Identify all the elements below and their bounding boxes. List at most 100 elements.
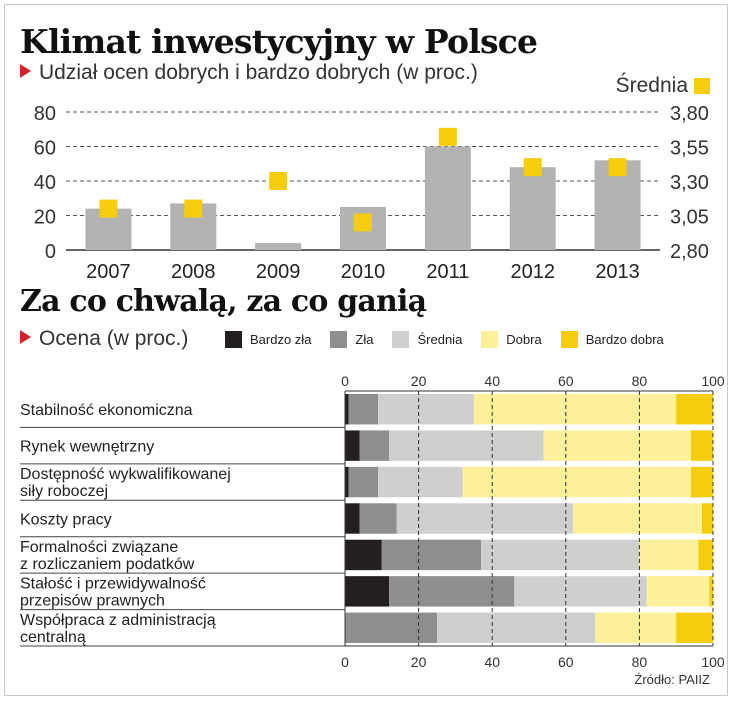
x-tick-label: 2010 bbox=[341, 261, 386, 283]
bar bbox=[255, 243, 302, 250]
x-tick-label: 2012 bbox=[510, 261, 555, 283]
source-note: Źródło: PAIIZ bbox=[634, 672, 710, 687]
page-title: Klimat inwestycyjny w Polsce bbox=[20, 22, 538, 61]
stacked-segment bbox=[462, 466, 691, 498]
row-label: przepisów prawnych bbox=[20, 592, 165, 609]
legend-label: Zła bbox=[355, 332, 374, 347]
mean-legend-swatch bbox=[694, 78, 710, 94]
legend-swatch bbox=[330, 331, 348, 348]
x-tick-label-bottom: 100 bbox=[701, 654, 725, 670]
x-tick-label-top: 100 bbox=[701, 373, 725, 389]
x-tick-label-top: 80 bbox=[632, 373, 648, 389]
stacked-segment bbox=[646, 576, 710, 607]
chart2-subtitle: Ocena (w proc.) bbox=[20, 326, 188, 352]
stacked-segment bbox=[690, 466, 713, 498]
stacked-segment bbox=[359, 503, 397, 534]
x-tick-label: 2013 bbox=[595, 261, 640, 283]
x-tick-label-top: 40 bbox=[484, 373, 500, 389]
mean-marker bbox=[438, 127, 457, 146]
legend-item-srednia: Średnia bbox=[392, 331, 462, 348]
stacked-segment bbox=[345, 576, 390, 607]
chart1-subtitle: Udział ocen dobrych i bardzo dobrych (w … bbox=[20, 60, 478, 86]
stacked-segment bbox=[345, 539, 382, 571]
y2-tick-label: 2,80 bbox=[670, 241, 709, 263]
stacked-segment bbox=[389, 430, 544, 461]
row-label: Dostępność wykwalifikowanej bbox=[20, 466, 231, 483]
stacked-segment bbox=[639, 539, 699, 571]
x-tick-label: 2009 bbox=[256, 261, 301, 283]
stacked-segment bbox=[378, 466, 463, 498]
legend-label: Bardzo zła bbox=[250, 332, 312, 347]
chart1-subtitle-text: Udział ocen dobrych i bardzo dobrych (w … bbox=[39, 61, 478, 84]
chart2-subtitle-text: Ocena (w proc.) bbox=[39, 327, 189, 350]
x-tick-label: 2011 bbox=[426, 261, 469, 283]
x-tick-label-bottom: 0 bbox=[341, 654, 349, 670]
stacked-segment bbox=[595, 612, 677, 643]
stacked-segment bbox=[437, 612, 596, 643]
stacked-segment bbox=[378, 394, 474, 425]
legend-label: Bardzo dobra bbox=[585, 332, 664, 347]
stacked-segment bbox=[676, 394, 713, 425]
mean-marker bbox=[269, 172, 288, 190]
row-label: Rynek wewnętrzny bbox=[20, 439, 154, 456]
triangle-marker-icon bbox=[20, 64, 31, 79]
y-tick-label: 40 bbox=[34, 172, 56, 194]
mean-marker bbox=[354, 213, 372, 232]
y2-tick-label: 3,30 bbox=[670, 172, 709, 194]
legend-label: Dobra bbox=[506, 332, 542, 347]
stacked-segment bbox=[698, 539, 713, 571]
y-tick-label: 80 bbox=[34, 103, 56, 125]
stacked-segment bbox=[676, 612, 713, 643]
y2-tick-label: 3,80 bbox=[670, 103, 709, 125]
stacked-segment bbox=[345, 430, 360, 461]
stacked-segment bbox=[348, 466, 379, 498]
legend-item-bardzo-zla: Bardzo zła bbox=[225, 331, 311, 348]
stacked-segment bbox=[514, 576, 647, 607]
row-label: Stabilność ekonomiczna bbox=[20, 402, 193, 419]
row-label: Koszty pracy bbox=[20, 512, 112, 529]
legend-swatch bbox=[392, 331, 410, 348]
stacked-segment bbox=[573, 503, 702, 534]
x-tick-label-top: 20 bbox=[411, 373, 427, 389]
bar bbox=[424, 146, 471, 250]
row-label: centralną bbox=[20, 629, 86, 646]
mean-marker bbox=[523, 158, 542, 177]
legend-item-dobra: Dobra bbox=[481, 331, 542, 348]
x-tick-label: 2008 bbox=[171, 261, 216, 283]
stacked-segment bbox=[543, 430, 691, 461]
row-label: Stałość i przewidywalność bbox=[20, 575, 206, 592]
y-tick-label: 0 bbox=[45, 241, 56, 263]
legend-swatch bbox=[225, 331, 242, 348]
y-tick-label: 60 bbox=[34, 138, 56, 160]
x-tick-label: 2007 bbox=[86, 261, 131, 283]
infographic-frame bbox=[4, 4, 728, 696]
stacked-segment bbox=[389, 576, 515, 607]
mean-legend-label: Średnia bbox=[615, 74, 688, 97]
row-label: Formalności związane bbox=[20, 539, 178, 556]
stacked-segment bbox=[359, 430, 390, 461]
stacked-segment bbox=[345, 394, 349, 425]
legend-item-zla: Zła bbox=[330, 331, 373, 348]
stacked-segment bbox=[690, 430, 713, 461]
x-tick-label-bottom: 40 bbox=[484, 654, 500, 670]
row-label: z rozliczaniem podatków bbox=[20, 556, 195, 573]
x-tick-label-bottom: 20 bbox=[411, 654, 427, 670]
mean-marker bbox=[184, 199, 203, 218]
stacked-segment bbox=[701, 503, 713, 534]
y-tick-label: 20 bbox=[34, 207, 56, 229]
x-tick-label-bottom: 80 bbox=[632, 654, 648, 670]
stacked-segment bbox=[396, 503, 574, 534]
stacked-segment bbox=[709, 576, 713, 607]
x-tick-label-top: 0 bbox=[341, 373, 349, 389]
row-label: Współpraca z administracją bbox=[20, 612, 216, 629]
triangle-marker-icon bbox=[20, 330, 31, 345]
mean-marker bbox=[608, 158, 627, 177]
x-tick-label-top: 60 bbox=[558, 373, 574, 389]
stacked-segment bbox=[345, 466, 349, 498]
row-label: siły roboczej bbox=[20, 483, 108, 500]
mean-legend: Średnia bbox=[616, 74, 710, 98]
rating-legend: Bardzo zła Zła Średnia Dobra Bardzo dobr… bbox=[225, 331, 683, 348]
y2-tick-label: 3,55 bbox=[670, 138, 709, 160]
stacked-segment bbox=[381, 539, 482, 571]
